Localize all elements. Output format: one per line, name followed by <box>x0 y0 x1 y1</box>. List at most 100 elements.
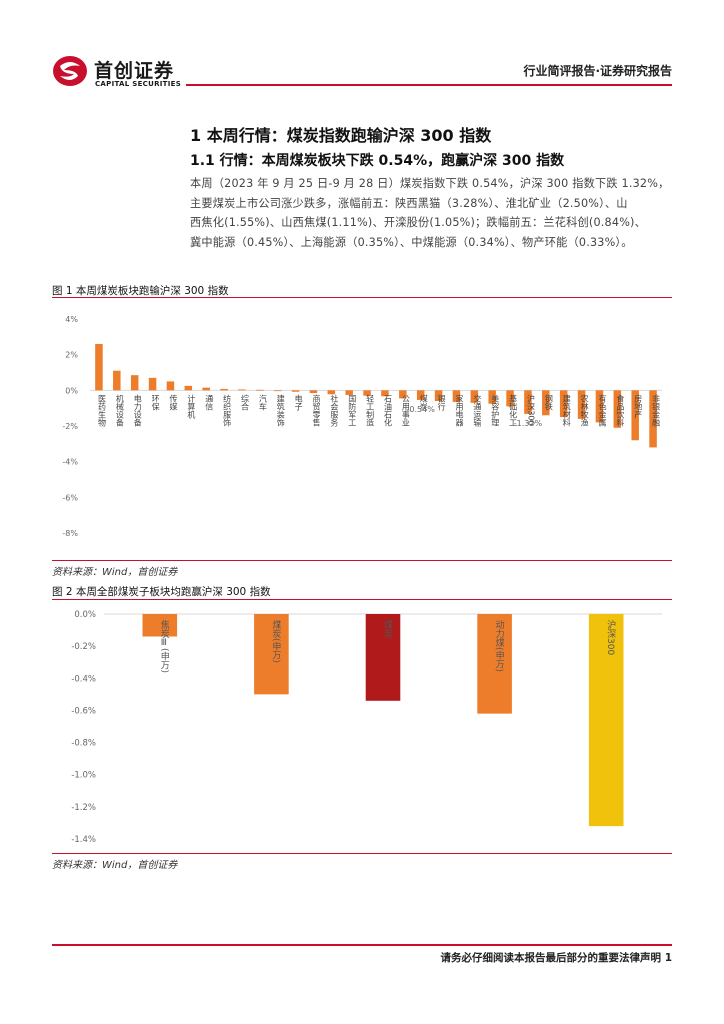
bar <box>142 614 178 637</box>
bar <box>273 390 282 392</box>
figure1-bottom-rule <box>52 560 672 561</box>
y-tick-label: -0.8% <box>71 739 96 749</box>
data-label: -1.32% <box>514 419 543 428</box>
category-label: 社会服务 <box>330 393 339 427</box>
y-tick-label: 2% <box>65 351 78 360</box>
bar <box>381 390 389 397</box>
paragraph-line: 冀中能源（0.45%）、上海能源（0.35%）、中煤能源（0.34%）、物产环能… <box>190 235 633 249</box>
bar <box>363 390 371 396</box>
footer-divider <box>52 944 672 946</box>
bar <box>631 390 639 441</box>
category-label: 焦炭Ⅲ(申万) <box>159 619 170 673</box>
bar <box>130 375 139 391</box>
bar <box>588 614 624 827</box>
category-label: 有色金属 <box>598 393 607 427</box>
category-label: 食品饮料 <box>616 393 625 427</box>
figure2-top-rule <box>52 599 672 600</box>
category-label: 沪深300 <box>605 619 616 656</box>
bar <box>524 390 532 414</box>
paragraph-line: 主要煤炭上市公司涨少跌多，涨幅前五：陕西黑猫（3.28%）、淮北矿业（2.50%… <box>190 196 628 210</box>
category-label: 通信 <box>205 393 214 411</box>
bar <box>202 387 210 391</box>
bar <box>327 390 336 395</box>
figure1-chart: 4% 2% 0% -2% -4% -6% -8% 医药生物 机械设备 电力设备 环保 传媒 计算机 通信纺… <box>62 315 662 538</box>
data-label: -0.54% <box>407 405 436 414</box>
bar <box>220 388 228 391</box>
category-label: 建筑装饰 <box>276 393 285 427</box>
bar <box>166 381 175 391</box>
figure2-source: 资料来源：Wind，首创证券 <box>52 860 178 871</box>
bar <box>506 390 514 407</box>
page-number: 1 <box>664 952 672 964</box>
figure2-chart: 0.0% -0.2% -0.4% -0.6% -0.8% -1.0% -1.2% -1.4% 焦… <box>71 610 662 845</box>
category-label: 机械设备 <box>115 393 124 427</box>
section-heading: 1 本周行情：煤炭指数跑输沪深 300 指数 <box>190 126 492 145</box>
bar <box>577 390 586 419</box>
category-label: 沪深300 <box>526 393 535 425</box>
category-label: 公用事业 <box>401 394 410 426</box>
bar <box>488 390 496 404</box>
category-label: 基础化工 <box>509 393 518 426</box>
category-label: 电子 <box>294 393 303 410</box>
logo-text-cn: 首创证券 <box>94 60 175 82</box>
bar <box>434 390 443 402</box>
bar <box>542 390 550 416</box>
paragraph-line: 本周（2023 年 9 月 25 日-9 月 28 日）煤炭指数下跌 0.54%… <box>190 177 670 190</box>
bar <box>113 370 121 391</box>
bar <box>291 390 300 392</box>
figure1-source: 资料来源：Wind，首创证券 <box>52 567 178 578</box>
logo-text-en: CAPITAL SECURITIES <box>95 80 182 88</box>
category-label: 煤炭(申万) <box>270 619 281 663</box>
category-label: 建筑材料 <box>562 393 571 427</box>
category-label: 银行 <box>437 393 446 411</box>
y-tick-label: 4% <box>65 315 78 324</box>
company-logo-icon <box>53 56 87 86</box>
bar <box>477 614 512 714</box>
y-tick-label: -0.2% <box>71 642 96 652</box>
bar <box>416 390 425 400</box>
bar <box>254 614 289 695</box>
subsection-heading: 1.1 行情：本周煤炭板块下跌 0.54%，跑赢沪深 300 指数 <box>190 153 565 169</box>
y-tick-label: -2% <box>62 422 78 431</box>
y-tick-label: -1.0% <box>71 771 96 781</box>
y-tick-label: -4% <box>62 458 78 467</box>
bar <box>238 389 246 391</box>
category-label: 纺织服饰 <box>223 393 232 427</box>
paragraph-line: 西焦化(1.55%)、山西焦煤(1.11%)、开滦股份(1.05%)；跌幅前五：… <box>190 216 646 229</box>
category-label: 煤炭 <box>382 619 393 639</box>
category-label: 环保 <box>151 394 160 411</box>
category-label: 家用电器 <box>455 393 464 427</box>
category-label: 钢铁 <box>544 393 553 411</box>
y-tick-label: -0.4% <box>71 674 96 684</box>
bar <box>559 390 568 418</box>
category-label: 汽车 <box>258 393 267 411</box>
footer-disclaimer: 请务必仔细阅读本报告最后部分的重要法律声明 1 <box>441 950 672 965</box>
y-tick-label: -8% <box>62 529 78 538</box>
bar <box>649 390 657 448</box>
category-label: 农林牧渔 <box>580 393 589 426</box>
bar <box>365 614 401 701</box>
bar <box>470 390 479 403</box>
figure2-bottom-rule <box>52 853 672 854</box>
category-label: 综合 <box>240 393 249 411</box>
disclaimer-text: 请务必仔细阅读本报告最后部分的重要法律声明 <box>440 952 662 964</box>
bar <box>452 390 461 402</box>
category-label: 美容护理 <box>491 393 500 426</box>
figure1-title: 图 1 本周煤炭板块跑输沪深 300 指数 <box>52 285 229 297</box>
header-divider <box>186 84 672 86</box>
category-label: 煤炭 <box>419 393 428 411</box>
category-label: 传媒 <box>169 393 178 411</box>
bar <box>184 385 193 391</box>
category-label: 非银金融 <box>652 393 661 427</box>
y-tick-label: -0.6% <box>71 706 96 716</box>
category-label: 房地产 <box>634 393 643 419</box>
y-tick-label: -6% <box>62 493 78 502</box>
category-label: 电力设备 <box>133 393 142 427</box>
bar <box>345 390 353 395</box>
bar <box>95 343 103 391</box>
y-tick-label: -1.2% <box>71 803 96 813</box>
category-label: 商贸零售 <box>312 393 321 427</box>
bar <box>399 390 407 399</box>
y-tick-label: 0.0% <box>74 610 96 620</box>
y-tick-label: -1.4% <box>71 835 96 845</box>
